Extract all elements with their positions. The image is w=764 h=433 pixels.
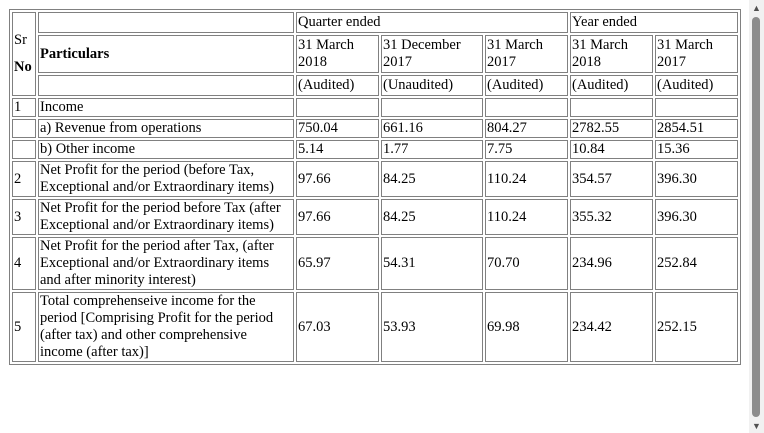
particulars-cell: a) Revenue from operations xyxy=(38,119,294,138)
particulars-header: Particulars xyxy=(38,35,294,73)
sr-no-header: Sr No xyxy=(12,12,36,96)
value-cell: 53.93 xyxy=(381,292,483,362)
sr-cell xyxy=(12,119,36,138)
value-cell xyxy=(485,98,568,117)
value-cell: 234.42 xyxy=(570,292,653,362)
particulars-cell: Net Profit for the period after Tax, (af… xyxy=(38,237,294,290)
date-header: 31 March 2018 xyxy=(570,35,653,73)
value-cell: 396.30 xyxy=(655,199,738,235)
value-cell: 110.24 xyxy=(485,199,568,235)
value-cell: 661.16 xyxy=(381,119,483,138)
sr-cell: 5 xyxy=(12,292,36,362)
value-cell: 110.24 xyxy=(485,161,568,197)
value-cell: 70.70 xyxy=(485,237,568,290)
year-ended-header: Year ended xyxy=(570,12,738,33)
value-cell: 69.98 xyxy=(485,292,568,362)
value-cell xyxy=(381,98,483,117)
particulars-cell: Net Profit for the period before Tax (af… xyxy=(38,199,294,235)
date-header: 31 December 2017 xyxy=(381,35,483,73)
audit-status-header: (Audited) xyxy=(485,75,568,96)
header-blank-cell xyxy=(38,75,294,96)
financial-results-table: Sr No Quarter ended Year ended Particula… xyxy=(9,9,741,365)
table-row: b) Other income 5.14 1.77 7.75 10.84 15.… xyxy=(12,140,738,159)
value-cell: 84.25 xyxy=(381,161,483,197)
value-cell: 1.77 xyxy=(381,140,483,159)
audit-status-header: (Audited) xyxy=(655,75,738,96)
sr-cell: 1 xyxy=(12,98,36,117)
date-header: 31 March 2017 xyxy=(485,35,568,73)
value-cell: 355.32 xyxy=(570,199,653,235)
value-cell: 2854.51 xyxy=(655,119,738,138)
value-cell: 7.75 xyxy=(485,140,568,159)
table-row: 4 Net Profit for the period after Tax, (… xyxy=(12,237,738,290)
sr-cell xyxy=(12,140,36,159)
no-header-label: No xyxy=(14,59,32,75)
sr-cell: 4 xyxy=(12,237,36,290)
value-cell: 5.14 xyxy=(296,140,379,159)
table-row: 1 Income xyxy=(12,98,738,117)
value-cell: 15.36 xyxy=(655,140,738,159)
audit-status-header: (Unaudited) xyxy=(381,75,483,96)
sr-cell: 2 xyxy=(12,161,36,197)
value-cell: 10.84 xyxy=(570,140,653,159)
particulars-cell: b) Other income xyxy=(38,140,294,159)
header-blank-cell xyxy=(38,12,294,33)
value-cell: 396.30 xyxy=(655,161,738,197)
value-cell: 65.97 xyxy=(296,237,379,290)
value-cell: 97.66 xyxy=(296,161,379,197)
value-cell: 252.84 xyxy=(655,237,738,290)
table-row: 3 Net Profit for the period before Tax (… xyxy=(12,199,738,235)
vertical-scrollbar[interactable]: ▲ ▼ xyxy=(749,0,764,433)
date-header: 31 March 2018 xyxy=(296,35,379,73)
value-cell: 2782.55 xyxy=(570,119,653,138)
table-row: a) Revenue from operations 750.04 661.16… xyxy=(12,119,738,138)
scroll-up-arrow-icon[interactable]: ▲ xyxy=(752,2,761,13)
sr-cell: 3 xyxy=(12,199,36,235)
value-cell xyxy=(570,98,653,117)
value-cell: 234.96 xyxy=(570,237,653,290)
value-cell: 252.15 xyxy=(655,292,738,362)
value-cell: 54.31 xyxy=(381,237,483,290)
audit-status-header: (Audited) xyxy=(570,75,653,96)
particulars-cell: Net Profit for the period (before Tax, E… xyxy=(38,161,294,197)
quarter-ended-header: Quarter ended xyxy=(296,12,568,33)
value-cell: 97.66 xyxy=(296,199,379,235)
value-cell: 67.03 xyxy=(296,292,379,362)
date-header: 31 March 2017 xyxy=(655,35,738,73)
value-cell: 354.57 xyxy=(570,161,653,197)
value-cell xyxy=(655,98,738,117)
value-cell: 804.27 xyxy=(485,119,568,138)
sr-header-label: Sr xyxy=(14,32,27,48)
value-cell: 750.04 xyxy=(296,119,379,138)
table-row: 2 Net Profit for the period (before Tax,… xyxy=(12,161,738,197)
audit-status-header: (Audited) xyxy=(296,75,379,96)
particulars-cell: Total comprehenseive income for the peri… xyxy=(38,292,294,362)
value-cell xyxy=(296,98,379,117)
scroll-down-arrow-icon[interactable]: ▼ xyxy=(752,420,761,431)
value-cell: 84.25 xyxy=(381,199,483,235)
scrollbar-thumb[interactable] xyxy=(752,17,760,417)
table-row: 5 Total comprehenseive income for the pe… xyxy=(12,292,738,362)
particulars-cell: Income xyxy=(38,98,294,117)
